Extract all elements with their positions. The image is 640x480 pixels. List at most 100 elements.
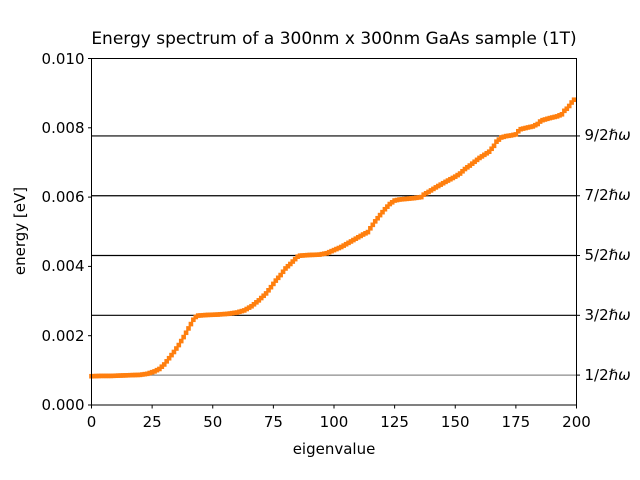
data-point-marker bbox=[370, 222, 376, 228]
data-point-marker bbox=[244, 306, 249, 312]
data-point-marker bbox=[571, 97, 577, 103]
data-point-marker bbox=[535, 121, 540, 127]
data-point-marker bbox=[103, 373, 109, 379]
data-point-marker bbox=[128, 372, 133, 378]
data-point-marker bbox=[108, 373, 114, 379]
data-point-marker bbox=[389, 199, 395, 205]
data-point-marker bbox=[314, 252, 320, 258]
data-point-marker bbox=[307, 252, 313, 258]
data-point-marker bbox=[169, 352, 174, 358]
data-point-marker bbox=[414, 195, 419, 201]
data-point-marker bbox=[472, 159, 477, 165]
data-point-marker bbox=[195, 313, 201, 318]
data-point-marker bbox=[174, 346, 179, 351]
data-point-marker bbox=[443, 179, 448, 185]
data-point-marker bbox=[152, 369, 157, 374]
data-point-marker bbox=[149, 369, 155, 375]
data-point-marker bbox=[467, 163, 473, 168]
data-point-marker bbox=[402, 196, 407, 202]
x-tick-label: 50 bbox=[203, 413, 223, 431]
data-point-marker bbox=[537, 119, 543, 124]
y-tick-label: 0.010 bbox=[41, 49, 85, 68]
data-point-marker bbox=[135, 372, 140, 378]
data-point-marker bbox=[508, 133, 514, 138]
data-point-marker bbox=[220, 311, 225, 317]
data-point-marker bbox=[520, 126, 526, 131]
y-tick-label: 0.000 bbox=[41, 396, 85, 414]
data-point-marker bbox=[540, 117, 545, 123]
data-point-marker bbox=[484, 150, 490, 156]
data-point-marker bbox=[547, 115, 553, 121]
data-point-marker bbox=[263, 291, 269, 296]
data-point-marker bbox=[246, 305, 252, 310]
data-point-marker bbox=[147, 370, 152, 376]
data-point-marker bbox=[191, 317, 196, 323]
data-point-marker bbox=[435, 183, 441, 189]
data-point-marker bbox=[355, 234, 361, 240]
data-point-marker bbox=[280, 269, 286, 275]
data-point-marker bbox=[387, 201, 393, 207]
x-tick-label: 150 bbox=[440, 413, 470, 431]
data-point-marker bbox=[317, 252, 322, 257]
data-point-marker bbox=[532, 122, 538, 128]
data-point-marker bbox=[419, 194, 424, 200]
data-point-marker bbox=[113, 373, 119, 379]
data-point-marker bbox=[268, 284, 274, 290]
data-point-marker bbox=[157, 366, 162, 372]
data-point-marker bbox=[438, 182, 443, 187]
data-point-marker bbox=[416, 195, 422, 200]
data-point-marker bbox=[229, 310, 235, 316]
data-point-marker bbox=[178, 338, 184, 344]
data-point-marker bbox=[275, 275, 281, 281]
data-point-marker bbox=[193, 314, 199, 320]
data-point-marker bbox=[232, 310, 237, 316]
data-point-marker bbox=[254, 300, 259, 305]
landau-level-label: 3/2ℏω bbox=[584, 305, 631, 324]
data-point-marker bbox=[552, 114, 557, 120]
data-point-marker bbox=[203, 312, 208, 318]
landau-level-label: 9/2ℏω bbox=[584, 126, 631, 145]
data-point-marker bbox=[341, 243, 346, 248]
data-point-marker bbox=[171, 349, 177, 355]
data-point-marker bbox=[375, 215, 380, 221]
data-point-marker bbox=[212, 312, 218, 317]
data-point-marker bbox=[336, 245, 342, 251]
data-point-marker bbox=[433, 185, 439, 190]
data-point-marker bbox=[237, 309, 242, 315]
y-tick-label: 0.002 bbox=[41, 326, 85, 345]
data-point-marker bbox=[137, 372, 143, 378]
data-point-marker bbox=[486, 149, 492, 155]
data-point-marker bbox=[516, 128, 521, 134]
data-point-marker bbox=[256, 298, 262, 303]
data-point-marker bbox=[295, 254, 300, 259]
data-point-marker bbox=[382, 206, 388, 212]
data-point-marker bbox=[106, 373, 111, 379]
data-point-marker bbox=[377, 212, 383, 218]
data-point-marker bbox=[385, 204, 390, 209]
data-point-marker bbox=[123, 373, 128, 378]
data-point-marker bbox=[331, 247, 337, 253]
data-point-marker bbox=[566, 103, 572, 109]
data-point-marker bbox=[399, 196, 405, 202]
data-point-marker bbox=[292, 256, 298, 262]
data-point-marker bbox=[120, 373, 126, 378]
data-point-marker bbox=[210, 312, 216, 318]
data-point-marker bbox=[513, 132, 519, 137]
data-point-marker bbox=[309, 252, 315, 258]
data-point-marker bbox=[426, 189, 431, 195]
data-point-marker bbox=[421, 192, 427, 197]
data-point-marker bbox=[450, 175, 456, 181]
data-point-marker bbox=[273, 278, 279, 283]
data-point-marker bbox=[353, 236, 359, 241]
data-point-marker bbox=[549, 115, 555, 120]
data-point-marker bbox=[479, 154, 485, 159]
data-point-marker bbox=[312, 252, 317, 258]
data-point-marker bbox=[283, 266, 288, 271]
data-point-marker bbox=[96, 373, 102, 379]
data-point-marker bbox=[409, 196, 414, 201]
data-point-marker bbox=[188, 321, 194, 327]
data-point-marker bbox=[91, 373, 97, 379]
x-tick-label: 75 bbox=[263, 413, 283, 431]
